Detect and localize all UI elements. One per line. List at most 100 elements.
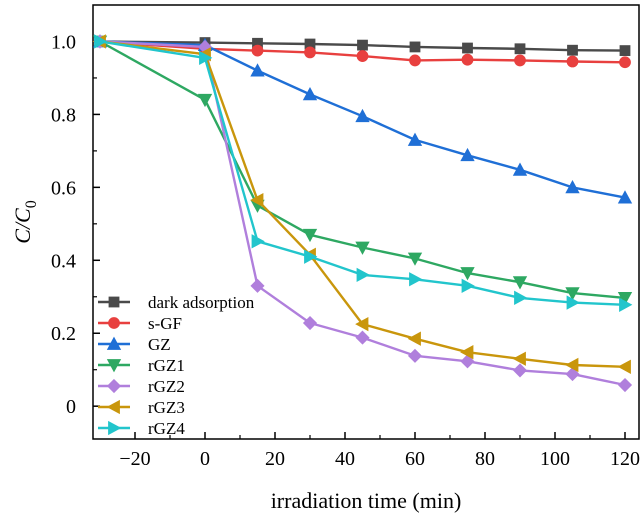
series-line-dark-adsorption — [99, 40, 626, 52]
legend-item-rgz1: rGZ1 — [98, 356, 185, 375]
y-axis-title-subscript: 0 — [23, 200, 40, 208]
series-line-rgz1 — [99, 40, 626, 300]
data-point-rgz1 — [565, 287, 580, 301]
data-point-rgz3 — [565, 357, 579, 373]
data-point-rgz3 — [460, 345, 474, 360]
data-point-s-gf — [409, 54, 421, 67]
data-point-rgz2 — [302, 315, 318, 331]
legend-item-gz: GZ — [98, 335, 171, 354]
plot-frame — [92, 4, 640, 440]
legend-label: rGZ4 — [148, 419, 185, 438]
data-point-s-gf — [619, 56, 631, 69]
legend-label: GZ — [148, 335, 171, 354]
data-point-rgz2 — [250, 278, 265, 293]
data-point-s-gf — [566, 55, 579, 68]
data-point-rgz1 — [460, 267, 475, 281]
legend-label: dark adsorption — [148, 293, 255, 312]
legend-marker — [106, 336, 122, 350]
legend-marker — [108, 420, 122, 436]
data-point-rgz4 — [409, 272, 423, 287]
data-point-s-gf — [251, 44, 264, 57]
data-point-rgz3 — [617, 359, 631, 374]
data-point-gz — [250, 63, 265, 77]
x-tick-label: 60 — [405, 448, 425, 470]
data-point-rgz4 — [619, 297, 633, 312]
data-point-rgz4 — [251, 234, 265, 249]
data-point-rgz2 — [460, 354, 475, 369]
data-point-s-gf — [356, 50, 369, 62]
data-point-s-gf — [304, 46, 316, 59]
legend-marker — [108, 317, 120, 329]
x-axis-ticks: −20 0 20 40 60 80 100 120 — [119, 432, 640, 470]
data-point-gz — [617, 190, 633, 204]
y-tick-label: 0.6 — [51, 177, 76, 199]
data-point-dark-adsorption — [567, 44, 578, 56]
legend-label: rGZ2 — [148, 377, 185, 396]
y-tick-label: 0.2 — [51, 323, 76, 345]
data-point-rgz1 — [302, 228, 318, 243]
series-rgz1 — [92, 35, 633, 306]
legend-item-rgz4: rGZ4 — [98, 419, 185, 438]
legend-item-rgz2: rGZ2 — [98, 377, 185, 396]
data-point-gz — [460, 147, 475, 162]
data-point-rgz2 — [355, 330, 370, 345]
data-point-rgz1 — [617, 291, 633, 306]
data-point-dark-adsorption — [409, 41, 421, 53]
data-point-rgz2 — [512, 363, 528, 378]
data-point-rgz4 — [514, 290, 528, 306]
series-gz — [92, 34, 633, 204]
legend-marker — [106, 359, 122, 373]
data-point-rgz3 — [512, 351, 526, 366]
y-axis-title-main: C/C — [10, 208, 35, 244]
series-rgz4 — [94, 34, 633, 312]
data-point-s-gf — [461, 53, 474, 66]
y-axis-title: C/C0 — [10, 200, 40, 243]
data-point-gz — [407, 132, 423, 146]
series-line-rgz2 — [99, 40, 626, 387]
y-tick-label: 0 — [66, 396, 76, 418]
x-axis-title: irradiation time (min) — [271, 488, 462, 513]
data-point-gz — [302, 87, 318, 101]
data-point-rgz1 — [407, 252, 423, 266]
series-line-gz — [99, 40, 626, 199]
data-point-dark-adsorption — [357, 39, 368, 51]
legend-item-s-gf: s-GF — [98, 314, 182, 333]
x-tick-label: 100 — [540, 448, 570, 470]
series-rgz2 — [92, 34, 633, 393]
x-tick-label: −20 — [119, 448, 150, 470]
data-point-rgz2 — [407, 348, 423, 363]
data-point-gz — [512, 162, 528, 176]
legend-label: s-GF — [148, 314, 182, 333]
x-tick-label: 120 — [610, 448, 640, 470]
data-point-rgz3 — [355, 316, 369, 332]
x-tick-label: 80 — [475, 448, 495, 470]
data-point-s-gf — [514, 54, 526, 67]
data-point-rgz2 — [617, 377, 633, 393]
data-point-gz — [565, 180, 580, 194]
legend-marker — [108, 296, 120, 308]
data-point-rgz4 — [566, 295, 580, 310]
data-point-dark-adsorption — [619, 45, 631, 56]
y-axis-ticks: 0 0.2 0.4 0.6 0.8 1.0 — [51, 31, 100, 418]
data-point-rgz4 — [461, 278, 475, 293]
data-point-rgz1 — [197, 93, 213, 108]
y-tick-label: 1.0 — [51, 31, 76, 53]
x-tick-label: 0 — [200, 448, 210, 470]
data-point-rgz1 — [355, 241, 370, 255]
data-point-dark-adsorption — [514, 43, 526, 55]
data-point-rgz2 — [565, 367, 580, 382]
y-tick-label: 0.4 — [51, 250, 76, 272]
legend-item-dark-adsorption: dark adsorption — [98, 293, 255, 312]
data-point-rgz4 — [304, 249, 318, 264]
legend-label: rGZ3 — [148, 398, 185, 417]
series-line-s-gf — [99, 40, 626, 64]
data-point-gz — [355, 108, 370, 123]
series-layer — [92, 34, 633, 393]
series-line-rgz4 — [99, 40, 626, 306]
x-tick-label: 20 — [265, 448, 285, 470]
y-tick-label: 0.8 — [51, 104, 76, 126]
data-point-dark-adsorption — [462, 42, 473, 54]
data-point-rgz3 — [250, 192, 264, 208]
data-point-rgz3 — [407, 331, 421, 346]
